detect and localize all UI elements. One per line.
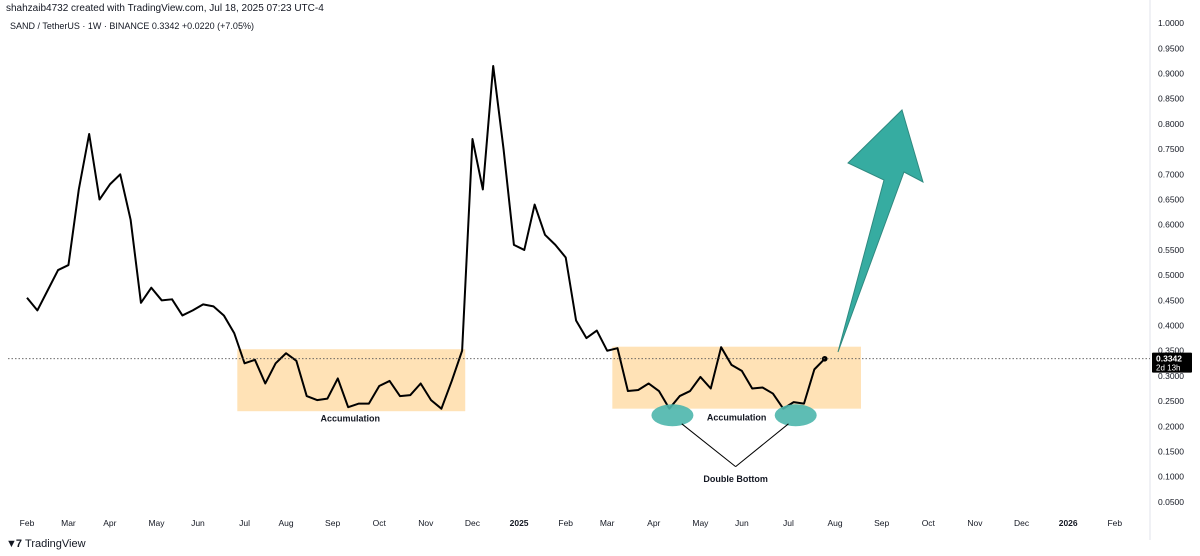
y-tick-label: 0.3000	[1158, 371, 1184, 381]
x-tick-label: Aug	[278, 518, 293, 528]
y-tick-label: 0.9000	[1158, 69, 1184, 79]
symbol-info[interactable]: SAND / TetherUS · 1W · BINANCE 0.3342 +0…	[10, 21, 254, 31]
last-price-countdown: 2d 13h	[1156, 364, 1180, 373]
double-bottom-connector-right	[735, 423, 789, 468]
x-tick-label: Dec	[465, 518, 481, 528]
accumulation-label-1: Accumulation	[320, 413, 380, 423]
accumulation-zones-layer	[237, 346, 861, 412]
x-tick-label: Jul	[783, 518, 794, 528]
x-tick-label: Jun	[191, 518, 205, 528]
y-tick-label: 0.2500	[1158, 396, 1184, 406]
x-tick-label: Jun	[735, 518, 749, 528]
y-tick-label: 0.4500	[1158, 295, 1184, 305]
y-tick-label: 0.6000	[1158, 220, 1184, 230]
price-line	[26, 64, 826, 410]
x-tick-label: 2025	[510, 518, 529, 528]
x-tick-label: Nov	[967, 518, 983, 528]
x-tick-label: May	[692, 518, 709, 528]
y-tick-label: 0.0500	[1158, 497, 1184, 507]
x-tick-label: Jul	[239, 518, 250, 528]
x-tick-label: Feb	[558, 518, 573, 528]
accumulation-2-zone	[612, 346, 861, 409]
y-tick-label: 0.5000	[1158, 270, 1184, 280]
y-tick-label: 0.8500	[1158, 94, 1184, 104]
y-tick-label: 0.5500	[1158, 245, 1184, 255]
accumulation-1-zone	[237, 349, 466, 412]
x-tick-label: Mar	[600, 518, 615, 528]
y-tick-label: 0.4000	[1158, 321, 1184, 331]
accumulation-label-2: Accumulation	[707, 412, 767, 422]
y-axis: 1.0000 0.9500 0.9000 0.8500 0.8000 0.7500 0.70…	[1149, 0, 1184, 540]
y-tick-label: 0.1500	[1158, 447, 1184, 457]
x-tick-label: Oct	[922, 518, 936, 528]
y-tick-label: 0.3500	[1158, 346, 1184, 356]
chart-author-line: shahzaib4732 created with TradingView.co…	[6, 3, 324, 14]
double-bottom-ellipse-right	[774, 404, 817, 427]
x-tick-label: Sep	[874, 518, 889, 528]
y-tick-label: 0.7500	[1158, 144, 1184, 154]
x-tick-label: Oct	[373, 518, 387, 528]
tradingview-brand[interactable]: ▼7 TradingView	[6, 538, 86, 550]
x-tick-label: Sep	[325, 518, 340, 528]
x-axis: Feb Mar Apr May Jun Jul Aug Sep Oct Nov Dec 2025 Feb…	[20, 518, 1123, 528]
brand-label: TradingView	[25, 538, 86, 550]
y-tick-label: 0.6500	[1158, 195, 1184, 205]
x-tick-label: Apr	[647, 518, 660, 528]
double-bottom-connector-left	[681, 423, 736, 468]
x-tick-label: 2026	[1059, 518, 1078, 528]
double-bottom-ellipse-left	[651, 404, 694, 427]
x-tick-label: Nov	[418, 518, 434, 528]
double-bottom-label: Double Bottom	[703, 474, 768, 484]
y-tick-label: 1.0000	[1158, 18, 1184, 28]
x-tick-label: Aug	[828, 518, 843, 528]
x-tick-label: Apr	[103, 518, 116, 528]
x-tick-label: Mar	[61, 518, 76, 528]
y-tick-label: 0.2000	[1158, 421, 1184, 431]
x-tick-label: Feb	[20, 518, 35, 528]
y-tick-label: 0.1000	[1158, 472, 1184, 482]
annotations-layer: Accumulation Accumulation Double Bottom	[320, 109, 924, 484]
y-tick-label: 0.9500	[1158, 43, 1184, 53]
y-tick-label: 0.7000	[1158, 169, 1184, 179]
x-tick-label: Dec	[1014, 518, 1030, 528]
last-price-value: 0.3342	[1156, 354, 1182, 364]
x-tick-label: May	[148, 518, 165, 528]
tradingview-logo-icon: ▼7	[6, 538, 22, 550]
x-tick-label: Feb	[1107, 518, 1122, 528]
y-tick-label: 0.8000	[1158, 119, 1184, 129]
last-price-label-bg	[1152, 352, 1192, 373]
bullish-arrow	[837, 109, 924, 353]
